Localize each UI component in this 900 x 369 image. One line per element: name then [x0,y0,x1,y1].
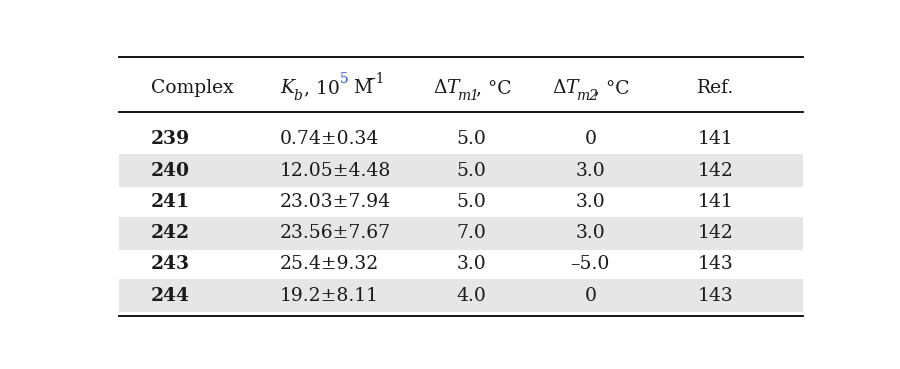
Text: 4.0: 4.0 [457,287,487,305]
Text: 141: 141 [698,193,733,211]
Text: 143: 143 [698,255,733,273]
Text: 3.0: 3.0 [457,255,487,273]
Text: 242: 242 [151,224,190,242]
Text: m2: m2 [576,89,598,103]
Text: 243: 243 [151,255,190,273]
Text: , °C: , °C [476,79,511,97]
Text: T: T [446,79,459,97]
Text: 5: 5 [340,72,348,86]
Text: 5.0: 5.0 [457,131,487,148]
Text: 3.0: 3.0 [575,162,605,180]
Text: m1: m1 [457,89,479,103]
Text: 12.05±4.48: 12.05±4.48 [280,162,392,180]
Text: −1: −1 [365,72,385,86]
Bar [120,217,803,250]
Text: 0: 0 [584,287,597,305]
Text: 239: 239 [151,131,190,148]
Text: 23.56±7.67: 23.56±7.67 [280,224,391,242]
Text: 0.74±0.34: 0.74±0.34 [280,131,379,148]
Text: 5.0: 5.0 [457,193,487,211]
Text: 0: 0 [584,131,597,148]
Text: 142: 142 [698,224,733,242]
Bar [120,279,803,312]
Text: Ref.: Ref. [698,79,734,97]
Text: Complex: Complex [151,79,234,97]
Text: 143: 143 [698,287,733,305]
Text: 141: 141 [698,131,733,148]
Text: 25.4±9.32: 25.4±9.32 [280,255,379,273]
Bar [120,154,803,187]
Text: M: M [347,79,373,97]
Text: 241: 241 [151,193,190,211]
Text: 23.03±7.94: 23.03±7.94 [280,193,391,211]
Text: –5.0: –5.0 [571,255,610,273]
Text: 244: 244 [151,287,190,305]
Text: , 10: , 10 [303,79,339,97]
Text: T: T [565,79,578,97]
Text: Δ: Δ [434,79,447,97]
Text: 19.2±8.11: 19.2±8.11 [280,287,379,305]
Text: 3.0: 3.0 [575,193,605,211]
Text: 142: 142 [698,162,733,180]
Text: 240: 240 [151,162,190,180]
Text: 5.0: 5.0 [457,162,487,180]
Text: b: b [293,89,302,103]
Text: , °C: , °C [595,79,630,97]
Text: 3.0: 3.0 [575,224,605,242]
Text: Δ: Δ [552,79,565,97]
Text: 7.0: 7.0 [457,224,487,242]
Text: K: K [280,79,294,97]
